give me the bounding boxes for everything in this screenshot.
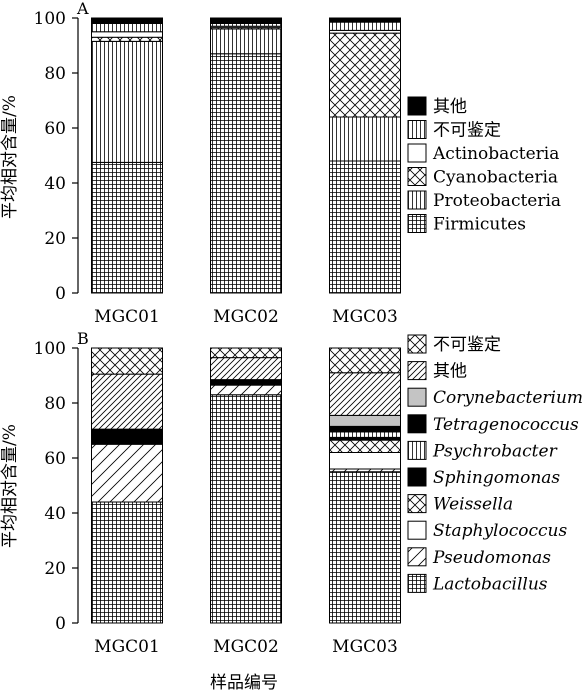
legend-swatch: [407, 190, 427, 210]
y-tick-label: 80: [44, 64, 66, 84]
legend-label: Weissella: [433, 495, 513, 515]
legend-swatch: [407, 547, 427, 567]
bar-segment: [329, 21, 401, 31]
bar-segment: [91, 347, 163, 375]
y-tick-label: 0: [55, 284, 66, 304]
bar-segment: [210, 384, 282, 396]
legend-label: 不可鉴定: [433, 335, 501, 355]
legend-label: Staphylococcus: [433, 521, 567, 541]
x-tick-label: MGC02: [213, 637, 279, 657]
panel-b-label: B: [77, 329, 89, 348]
bar-segment: [91, 31, 163, 38]
x-tick-label: MGC02: [213, 307, 279, 327]
bar-segment: [329, 414, 401, 427]
legend-label: Psychrobacter: [432, 441, 558, 461]
legend-label: 其他: [433, 362, 467, 382]
legend-swatch: [407, 467, 427, 487]
panel-b-xlabel: 样品编号: [210, 673, 278, 693]
legend-label: Lactobacillus: [432, 574, 548, 594]
panel-b-x-labels: MGC01 MGC02 MGC03: [94, 637, 398, 657]
y-tick-label: 20: [44, 229, 66, 249]
y-tick-label: 60: [44, 449, 66, 469]
bar-segment: [210, 394, 282, 624]
panel-b-y-ticks: 0 20 40 60 80 100: [34, 339, 78, 634]
bar-segment: [210, 53, 282, 294]
x-tick-label: MGC03: [332, 307, 398, 327]
legend-swatch: [407, 167, 427, 186]
y-tick-label: 60: [44, 119, 66, 139]
bar-segment: [329, 32, 401, 118]
legend-label: Cyanobacteria: [433, 168, 558, 188]
legend-label: Firmicutes: [433, 215, 526, 235]
bar-segment: [210, 17, 282, 24]
y-tick-label: 20: [44, 559, 66, 579]
legend-label: Corynebacterium: [433, 388, 583, 408]
x-tick-label: MGC01: [94, 307, 160, 327]
legend-swatch: [407, 494, 427, 514]
legend-label: 不可鉴定: [433, 121, 501, 141]
bar-segment: [329, 425, 401, 433]
legend-label: Sphingomonas: [433, 468, 560, 488]
y-tick-label: 100: [34, 339, 66, 359]
bar-segment: [91, 161, 163, 294]
bar-segment: [329, 471, 401, 624]
bar-segment: [329, 116, 401, 162]
legend-label: Pseudomonas: [432, 548, 551, 568]
bar-segment: [91, 17, 163, 24]
panel-a-ylabel: 平均相对含量/%: [0, 95, 20, 219]
legend-label: Proteobacteria: [433, 191, 561, 211]
bar-segment: [210, 379, 282, 386]
panel-a-x-labels: MGC01 MGC02 MGC03: [94, 307, 398, 327]
bar-segment: [210, 347, 282, 359]
y-tick-label: 0: [55, 614, 66, 634]
legend-swatch: [407, 120, 427, 139]
y-tick-label: 80: [44, 394, 66, 414]
bar-segment: [329, 160, 401, 294]
legend-swatch: [407, 387, 427, 407]
legend-swatch: [407, 520, 427, 540]
x-tick-label: MGC03: [332, 637, 398, 657]
y-tick-label: 40: [44, 174, 66, 194]
bar-segment: [91, 501, 163, 624]
legend-label: Tetragenococcus: [433, 415, 579, 435]
panel-a-bars: [91, 17, 401, 294]
legend-swatch: [407, 143, 427, 163]
legend-swatch: [407, 414, 427, 434]
legend-label: 其他: [433, 97, 467, 117]
y-tick-label: 40: [44, 504, 66, 524]
bar-segment: [329, 431, 401, 438]
legend-swatch: [407, 440, 427, 460]
bar-segment: [329, 347, 401, 374]
legend-swatch: [407, 334, 427, 354]
legend-swatch: [407, 361, 427, 381]
legend-swatch: [407, 214, 427, 233]
legend-swatch: [407, 573, 427, 593]
x-tick-label: MGC01: [94, 637, 160, 657]
panel-a-y-ticks: 0 20 40 60 80 100: [34, 9, 78, 304]
bar-segment: [329, 439, 401, 453]
panel-a-label: A: [76, 0, 89, 18]
bar-segment: [210, 28, 282, 55]
panel-b-ylabel: 平均相对含量/%: [0, 424, 20, 548]
legend-swatch: [407, 96, 427, 116]
y-tick-label: 100: [34, 9, 66, 29]
bar-segment: [210, 357, 282, 381]
bar-segment: [91, 36, 163, 42]
bar-segment: [91, 428, 163, 445]
panel-b-bars: [91, 347, 401, 624]
bar-segment: [91, 40, 163, 163]
legend-label: Actinobacteria: [432, 144, 559, 164]
bar-segment: [329, 17, 401, 23]
bar-segment: [329, 372, 401, 416]
bar-segment: [91, 443, 163, 503]
bar-segment: [91, 23, 163, 33]
bar-segment: [329, 452, 401, 470]
bar-segment: [91, 373, 163, 430]
